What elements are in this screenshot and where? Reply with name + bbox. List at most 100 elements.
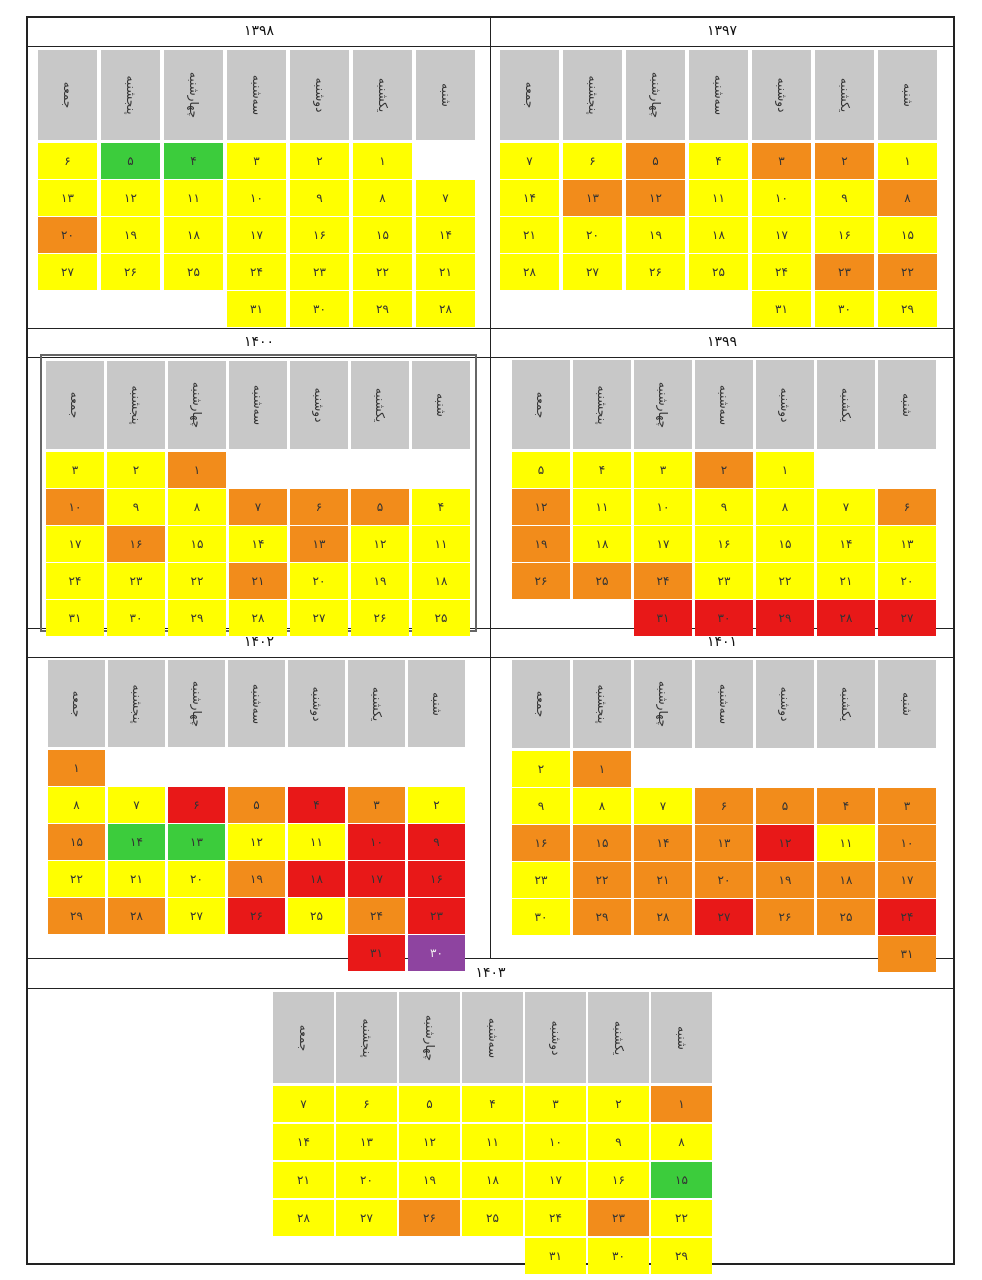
day-cell: ۲۵	[164, 254, 223, 290]
day-cell: ۱۸	[462, 1162, 523, 1198]
day-cell: ۸	[168, 489, 226, 525]
weekday-header: یکشنبه	[815, 50, 874, 140]
weekday-label: سه‌شنبه	[251, 384, 265, 426]
weekday-header: دوشنبه	[756, 660, 814, 748]
day-cell: ۱۰	[46, 489, 104, 525]
day-cell: ۱۸	[573, 526, 631, 562]
day-cell: ۱۶	[107, 526, 165, 562]
day-cell: ۲۶	[756, 899, 814, 935]
day-cell: ۲۰	[563, 217, 622, 253]
day-cell: ۶	[878, 489, 936, 525]
weekday-header: پنجشنبه	[101, 50, 160, 140]
weekday-label: شنبه	[900, 392, 914, 417]
weekday-label: سه‌شنبه	[711, 74, 726, 116]
day-cell: ۱۳	[336, 1124, 397, 1160]
day-cell: ۳۱	[752, 291, 811, 327]
row3-title-line	[26, 657, 955, 658]
weekday-header: پنجشنبه	[573, 660, 631, 748]
day-cell: ۲	[290, 143, 349, 179]
day-cell: ۳	[878, 788, 936, 824]
weekday-header: یکشنبه	[348, 660, 405, 747]
day-cell: ۴	[689, 143, 748, 179]
weekday-label: دوشنبه	[778, 686, 792, 722]
weekday-label: یکشنبه	[369, 686, 384, 721]
day-cell: ۲۴	[227, 254, 286, 290]
day-cell: ۱۷	[46, 526, 104, 562]
day-cell: ۲۷	[290, 600, 348, 636]
day-cell: ۲۳	[107, 563, 165, 599]
day-cell: ۱۹	[228, 861, 285, 897]
day-cell: ۲۲	[168, 563, 226, 599]
day-cell: ۵	[228, 787, 285, 823]
weekday-header: پنجشنبه	[108, 660, 165, 747]
weekday-label: یکشنبه	[375, 77, 390, 113]
weekday-header: دوشنبه	[756, 360, 814, 449]
day-cell: ۱۱	[164, 180, 223, 216]
weekday-label: سه‌شنبه	[249, 74, 264, 116]
day-cell: ۸	[48, 787, 105, 823]
row4-title-line	[26, 988, 955, 989]
frame-right	[953, 16, 955, 1265]
title-1398: ۱۳۹۸	[243, 23, 275, 39]
day-cell: ۳	[525, 1086, 586, 1122]
day-cell: ۴	[412, 489, 470, 525]
weekday-label: سه‌شنبه	[249, 683, 264, 724]
day-cell: ۲۳	[588, 1200, 649, 1236]
weekday-label: پنجشنبه	[595, 384, 609, 425]
weekday-header: شنبه	[878, 360, 936, 449]
day-cell: ۲	[695, 452, 753, 488]
day-cell: ۳	[46, 452, 104, 488]
weekday-header: شنبه	[878, 50, 937, 140]
day-cell: ۱۴	[634, 825, 692, 861]
day-cell: ۱۰	[878, 825, 936, 861]
weekday-header: جمعه	[273, 992, 334, 1083]
day-cell: ۸	[651, 1124, 712, 1160]
day-cell: ۱۰	[525, 1124, 586, 1160]
row3-top-line	[26, 628, 955, 629]
title-1401: ۱۴۰۱	[706, 634, 738, 650]
weekday-header: جمعه	[500, 50, 559, 140]
day-cell: ۶	[336, 1086, 397, 1122]
day-cell: ۲۴	[634, 563, 692, 599]
day-cell: ۲۶	[399, 1200, 460, 1236]
day-cell: ۱۷	[878, 862, 936, 898]
weekday-label: یکشنبه	[839, 686, 853, 722]
day-cell: ۲۳	[290, 254, 349, 290]
weekday-header: دوشنبه	[525, 992, 586, 1083]
weekday-label: یکشنبه	[373, 387, 387, 423]
day-cell: ۱۹	[512, 526, 570, 562]
title-1400: ۱۴۰۰	[243, 334, 275, 350]
day-cell: ۲	[408, 787, 465, 823]
day-cell: ۳۱	[227, 291, 286, 327]
weekday-header: چهارشنبه	[399, 992, 460, 1083]
day-cell: ۱۴	[416, 217, 475, 253]
weekday-header: سه‌شنبه	[229, 361, 287, 449]
day-cell: ۳۰	[408, 935, 465, 971]
day-cell: ۸	[878, 180, 937, 216]
day-cell: ۲۲	[878, 254, 937, 290]
weekday-header: یکشنبه	[351, 361, 409, 449]
day-cell: ۲۸	[634, 899, 692, 935]
day-cell: ۶	[38, 143, 97, 179]
day-cell: ۲۳	[408, 898, 465, 934]
weekday-label: شنبه	[434, 393, 448, 417]
weekday-label: دوشنبه	[312, 387, 326, 423]
weekday-label: پنجشنبه	[129, 683, 144, 724]
weekday-header: چهارشنبه	[634, 660, 692, 748]
day-cell: ۲۰	[695, 862, 753, 898]
day-cell: ۱۸	[817, 862, 875, 898]
day-cell: ۱۷	[525, 1162, 586, 1198]
frame-left	[26, 16, 28, 1265]
day-cell: ۵	[512, 452, 570, 488]
day-cell: ۵	[399, 1086, 460, 1122]
day-cell: ۱۹	[399, 1162, 460, 1198]
weekday-header: یکشنبه	[817, 360, 875, 449]
weekday-header: پنجشنبه	[336, 992, 397, 1083]
day-cell: ۲۷	[168, 898, 225, 934]
weekday-label: جمعه	[69, 690, 84, 717]
day-cell: ۵	[626, 143, 685, 179]
weekday-header: جمعه	[46, 361, 104, 449]
weekday-label: چهارشنبه	[648, 71, 663, 119]
weekday-label: شنبه	[674, 1025, 689, 1050]
day-cell: ۵	[756, 788, 814, 824]
